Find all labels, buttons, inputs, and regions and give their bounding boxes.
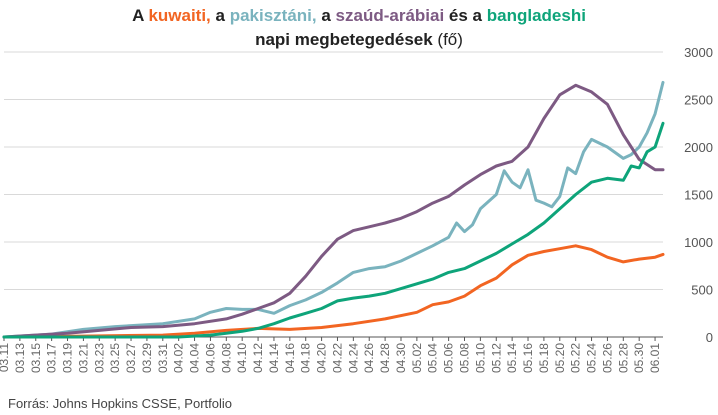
source-note: Forrás: Johns Hopkins CSSE, Portfolio (8, 396, 232, 411)
y-axis: 0 500 1000 1500 2000 2500 3000 (684, 45, 713, 345)
grid-lines (4, 51, 663, 290)
y-tick-label: 2000 (684, 140, 713, 155)
x-tick-label: 04.02 (172, 343, 186, 373)
x-tick-label: 03.11 (0, 343, 11, 372)
title-pakistan: pakisztáni, (229, 6, 317, 25)
subtitle-unit: (fő) (432, 30, 463, 49)
x-tick-label: 04.28 (378, 343, 392, 373)
title-text: a (210, 6, 230, 25)
x-tick-label: 03.27 (124, 343, 138, 373)
x-tick-label: 05.14 (505, 343, 519, 373)
x-tick-label: 03.15 (29, 343, 43, 373)
x-tick-label: 05.08 (458, 343, 472, 373)
y-tick-label: 500 (691, 283, 713, 298)
x-tick-label: 04.18 (299, 343, 313, 373)
x-tick-label: 05.02 (410, 343, 424, 373)
x-tick-label: 05.30 (632, 343, 646, 373)
title-text: a (316, 6, 336, 25)
y-tick-label: 3000 (684, 45, 713, 60)
title-kuwait: kuwaiti, (148, 6, 211, 25)
title-text: A (132, 6, 149, 25)
x-tick-label: 03.23 (92, 343, 106, 373)
x-tick-label: 04.08 (219, 343, 233, 373)
subtitle-text: napi megbetegedések (255, 30, 433, 49)
series-line-kuwait (2, 244, 665, 339)
x-tick-label: 05.22 (569, 343, 583, 373)
chart-title: A kuwaiti, a pakisztáni, a szaúd-arábiai… (0, 4, 718, 52)
x-tick-label: 05.24 (585, 343, 599, 373)
y-tick-label: 1500 (684, 188, 713, 203)
x-tick-label: 05.06 (442, 343, 456, 373)
chart-subtitle: napi megbetegedések (fő) (0, 28, 718, 52)
series-lines (2, 80, 665, 339)
x-tick-label: 04.12 (251, 343, 265, 373)
x-tick-label: 04.14 (267, 343, 281, 373)
x-tick-label: 06.01 (648, 343, 662, 373)
x-tick-label: 04.26 (362, 343, 376, 373)
x-tick-label: 04.16 (283, 343, 297, 373)
x-tick-label: 05.16 (521, 343, 535, 373)
x-tick-label: 05.18 (537, 343, 551, 373)
x-tick-label: 04.30 (394, 343, 408, 373)
x-tick-label: 04.04 (188, 343, 202, 373)
x-tick-label: 05.10 (473, 343, 487, 373)
x-axis: 03.11 03.13 03.15 03.17 03.19 03.21 03.23 03.25… (0, 336, 663, 373)
series-line-saudi (2, 83, 665, 339)
title-bangladesh: bangladeshi (486, 6, 586, 25)
x-tick-label: 04.22 (330, 343, 344, 373)
series-line-pakistan (2, 80, 665, 339)
x-tick-label: 03.17 (45, 343, 59, 373)
y-tick-label: 1000 (684, 235, 713, 250)
x-tick-label: 05.20 (553, 343, 567, 373)
x-tick-label: 05.26 (600, 343, 614, 373)
x-tick-label: 03.21 (76, 343, 90, 373)
x-tick-label: 05.28 (616, 343, 630, 373)
x-tick-label: 03.31 (156, 343, 170, 373)
y-tick-label: 2500 (684, 93, 713, 108)
y-tick-label: 0 (706, 330, 713, 345)
x-tick-label: 04.24 (346, 343, 360, 373)
title-text: és a (444, 6, 487, 25)
x-tick-label: 03.29 (140, 343, 154, 373)
x-tick-label: 05.04 (426, 343, 440, 373)
x-tick-label: 05.12 (489, 343, 503, 373)
x-tick-label: 04.06 (203, 343, 217, 373)
x-tick-label: 04.20 (315, 343, 329, 373)
x-tick-label: 03.13 (13, 343, 27, 373)
series-line-bangladesh (2, 121, 665, 339)
x-tick-label: 04.10 (235, 343, 249, 373)
title-saudi: szaúd-arábiai (335, 6, 445, 25)
x-tick-label: 03.25 (108, 343, 122, 373)
x-tick-label: 03.19 (61, 343, 75, 373)
